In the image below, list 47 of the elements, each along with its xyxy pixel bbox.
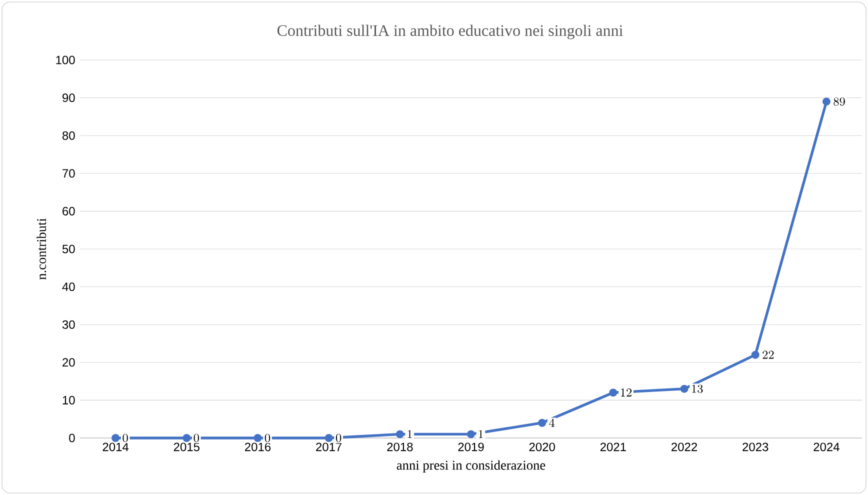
data-label: 0 bbox=[264, 434, 270, 442]
data-label: 0 bbox=[194, 434, 199, 442]
data-label: 89 bbox=[834, 97, 845, 106]
x-tick-label: 2023 bbox=[742, 442, 768, 452]
data-label: 22 bbox=[762, 350, 774, 359]
x-tick-label: 2016 bbox=[244, 442, 271, 452]
x-tick-label: 2014 bbox=[102, 442, 129, 452]
point bbox=[609, 388, 618, 397]
point bbox=[538, 418, 546, 427]
point bbox=[467, 430, 476, 438]
data-label: 1 bbox=[408, 430, 412, 438]
point bbox=[324, 434, 333, 442]
y-tick-label: 40 bbox=[62, 282, 75, 292]
point bbox=[112, 434, 120, 442]
point bbox=[182, 434, 191, 442]
data-label: 1 bbox=[478, 430, 483, 438]
x-axis-title: anni presi in considerazione bbox=[396, 460, 546, 472]
data-label: 4 bbox=[549, 418, 555, 427]
y-tick-label: 30 bbox=[62, 320, 75, 329]
y-tick-label: 0 bbox=[69, 434, 75, 442]
data-label: 0 bbox=[122, 434, 128, 442]
x-tick-label: 2021 bbox=[600, 442, 626, 452]
y-tick-label: 90 bbox=[62, 94, 75, 102]
y-tick-label: 100 bbox=[56, 56, 75, 64]
point bbox=[254, 434, 262, 442]
y-tick-label: 60 bbox=[62, 206, 75, 216]
x-tick-label: 2022 bbox=[672, 442, 698, 452]
point bbox=[396, 430, 404, 438]
y-tick-label: 10 bbox=[62, 396, 75, 404]
chart-title: Contributi sull'IA in ambito educativo nei singoli anni bbox=[277, 24, 623, 40]
y-tick-label: 20 bbox=[62, 358, 75, 367]
x-tick-label: 2020 bbox=[529, 442, 555, 452]
x-tick-label: 2018 bbox=[387, 442, 413, 452]
x-tick-label: 2024 bbox=[814, 442, 840, 452]
data-label: 13 bbox=[692, 384, 703, 393]
y-tick-label: 50 bbox=[62, 244, 75, 254]
data-label: 0 bbox=[336, 434, 342, 442]
data-label: 12 bbox=[620, 388, 632, 396]
y-tick-label: 80 bbox=[62, 131, 75, 140]
point bbox=[680, 384, 688, 393]
x-tick-label: 2015 bbox=[174, 442, 200, 452]
y-axis-title: n.contributi bbox=[36, 218, 46, 280]
x-tick-label: 2019 bbox=[458, 442, 484, 452]
x-tick-label: 2017 bbox=[316, 442, 342, 452]
point bbox=[822, 98, 830, 106]
y-tick-label: 70 bbox=[62, 169, 75, 178]
point bbox=[751, 350, 760, 359]
